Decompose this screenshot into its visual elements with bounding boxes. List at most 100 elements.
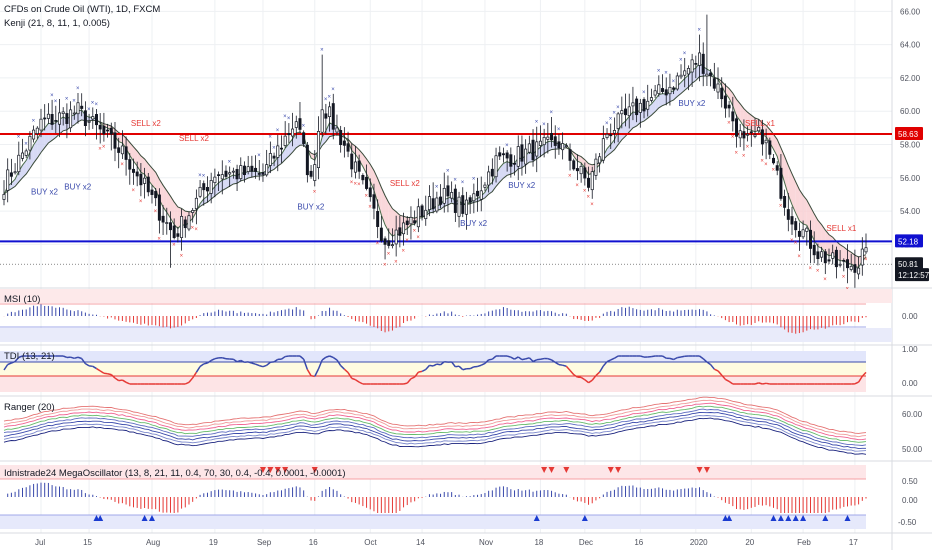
buy-marker: × bbox=[612, 110, 616, 116]
candle-body bbox=[77, 103, 79, 114]
buy-marker: × bbox=[435, 185, 439, 191]
time-label: 18 bbox=[534, 538, 543, 547]
time-label: Oct bbox=[364, 538, 377, 547]
buy-marker: × bbox=[272, 146, 276, 152]
ranger-tick-50: 50.00 bbox=[902, 445, 923, 454]
candle-body bbox=[602, 139, 604, 160]
candle-body bbox=[491, 169, 493, 176]
buy-marker: × bbox=[446, 169, 450, 175]
candle-body bbox=[547, 137, 549, 139]
candle-body bbox=[832, 253, 834, 259]
sell-marker: × bbox=[797, 254, 801, 260]
candle-body bbox=[561, 143, 563, 149]
candle-body bbox=[502, 154, 504, 155]
candle-body bbox=[439, 197, 441, 204]
candle-body bbox=[62, 112, 64, 114]
tdi-segment bbox=[252, 363, 256, 364]
sell-marker: × bbox=[313, 189, 317, 195]
candle-body bbox=[565, 146, 567, 147]
candle-body bbox=[595, 159, 597, 175]
candle-body bbox=[647, 101, 649, 109]
candle-body bbox=[110, 128, 112, 134]
sell-marker: × bbox=[764, 162, 768, 168]
candle-body bbox=[495, 156, 497, 177]
candle-body bbox=[192, 210, 194, 212]
buy-marker: × bbox=[331, 87, 335, 93]
buy-marker: × bbox=[54, 99, 58, 105]
candle-body bbox=[539, 141, 541, 145]
signal-label: SELL x2 bbox=[131, 119, 161, 128]
candle-body bbox=[325, 114, 327, 118]
candle-body bbox=[114, 133, 116, 149]
mega-lower-band bbox=[0, 515, 866, 529]
candle-body bbox=[428, 197, 430, 210]
candle-body bbox=[613, 130, 615, 133]
candle-body bbox=[36, 128, 38, 133]
candle-body bbox=[214, 177, 216, 182]
candle-body bbox=[661, 88, 663, 91]
candle-body bbox=[203, 184, 205, 190]
sell-marker: × bbox=[772, 168, 776, 174]
sell-marker: × bbox=[102, 145, 106, 151]
sell-marker: × bbox=[731, 134, 735, 140]
buy-marker: × bbox=[542, 122, 546, 128]
candle-body bbox=[317, 131, 319, 167]
candle-body bbox=[362, 175, 364, 179]
candle-body bbox=[462, 196, 464, 214]
candle-body bbox=[384, 239, 386, 245]
sell-marker: × bbox=[816, 268, 820, 274]
sell-marker: × bbox=[154, 209, 158, 215]
candle-body bbox=[798, 231, 800, 236]
candle-body bbox=[158, 195, 160, 220]
buy-marker: × bbox=[24, 142, 28, 148]
candle-body bbox=[177, 234, 179, 237]
candle-body bbox=[795, 222, 797, 230]
candle-body bbox=[684, 71, 686, 75]
time-label: 19 bbox=[209, 538, 218, 547]
tdi-segment bbox=[540, 359, 544, 360]
candle-body bbox=[169, 223, 171, 230]
candle-body bbox=[118, 148, 120, 153]
signal-label: BUY x2 bbox=[297, 202, 325, 211]
signal-label: SELL x2 bbox=[390, 179, 420, 188]
candle-body bbox=[195, 198, 197, 208]
candle-body bbox=[817, 252, 819, 259]
tdi-tick-high: 1.00 bbox=[902, 345, 918, 354]
signal-label: BUY x2 bbox=[64, 182, 92, 191]
candle-body bbox=[513, 163, 515, 164]
candle-body bbox=[306, 145, 308, 175]
sell-marker: × bbox=[180, 254, 184, 260]
candle-body bbox=[88, 121, 90, 122]
tdi-upper-band bbox=[0, 351, 866, 362]
candle-body bbox=[506, 153, 508, 158]
buy-marker: × bbox=[72, 99, 76, 105]
tdi-segment bbox=[108, 374, 112, 375]
sell-marker: × bbox=[416, 235, 420, 241]
sell-marker: × bbox=[365, 193, 369, 199]
tdi-segment bbox=[204, 363, 208, 364]
candle-body bbox=[14, 172, 16, 173]
candle-body bbox=[147, 177, 149, 192]
candle-body bbox=[262, 172, 264, 174]
tdi-segment bbox=[437, 364, 441, 365]
sell-marker: × bbox=[383, 262, 387, 268]
buy-marker: × bbox=[302, 123, 306, 129]
candle-body bbox=[709, 73, 711, 75]
msi-tick-0: 0.00 bbox=[902, 312, 918, 321]
price-tick: 60.00 bbox=[900, 107, 921, 116]
candle-body bbox=[314, 165, 316, 181]
candle-body bbox=[332, 104, 334, 130]
candle-body bbox=[680, 75, 682, 77]
candle-body bbox=[846, 260, 848, 268]
ranger-title: Ranger (20) bbox=[4, 402, 55, 413]
candle-body bbox=[824, 252, 826, 263]
candle-body bbox=[291, 129, 293, 136]
candle-body bbox=[284, 136, 286, 145]
candle-body bbox=[162, 216, 164, 222]
candle-body bbox=[243, 166, 245, 175]
price-badge-label: 58.63 bbox=[898, 130, 919, 139]
candle-body bbox=[676, 76, 678, 89]
candle-body bbox=[828, 260, 830, 261]
tdi-segment bbox=[463, 369, 467, 370]
